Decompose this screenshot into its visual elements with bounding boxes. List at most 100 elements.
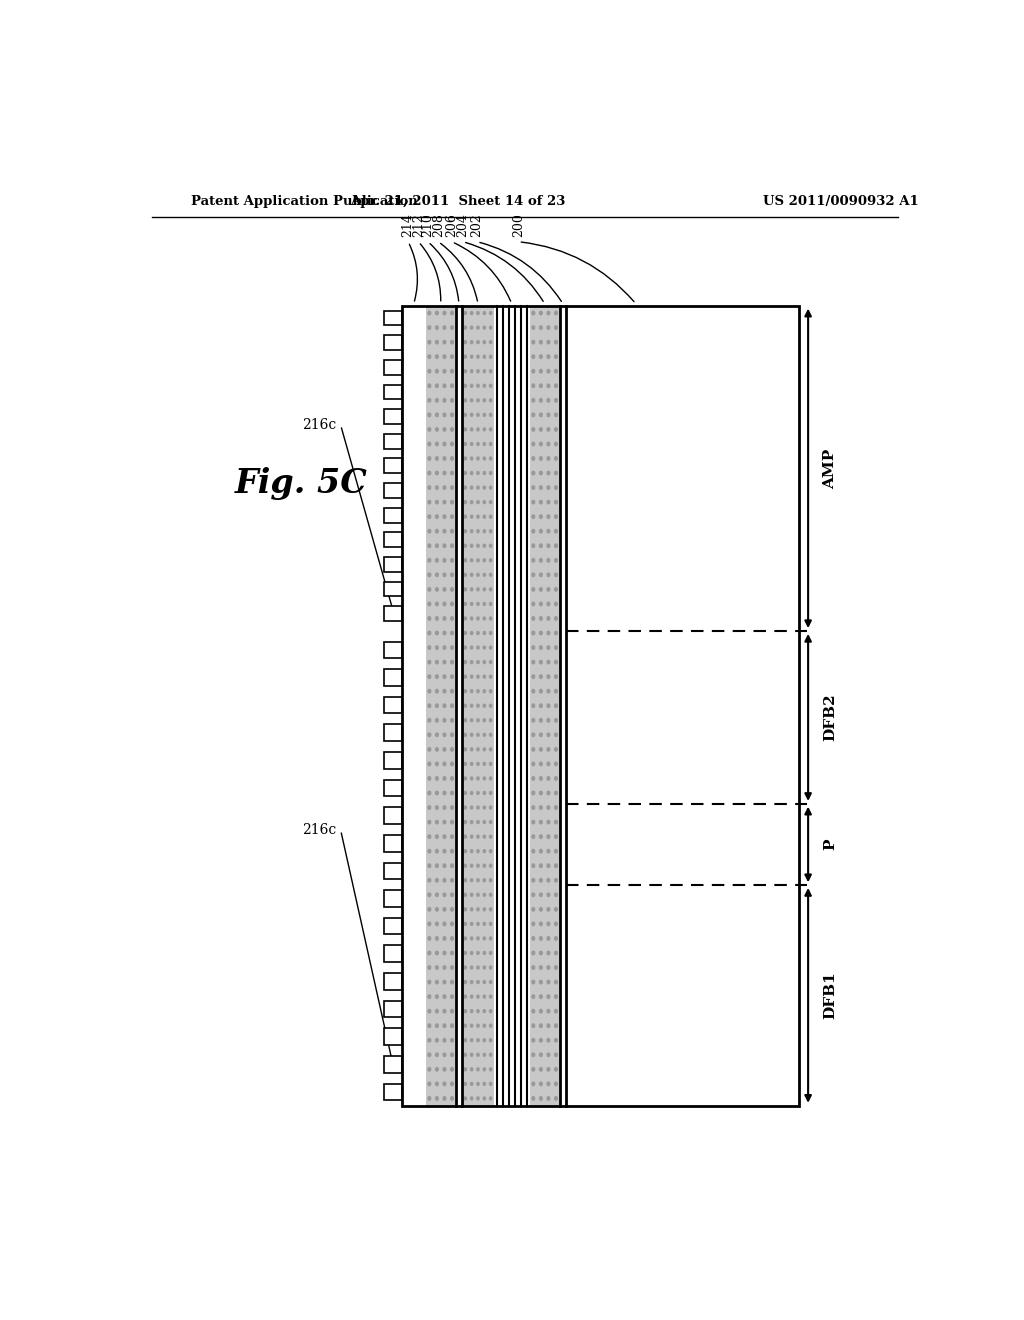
Circle shape (483, 734, 485, 737)
Circle shape (532, 762, 535, 766)
Circle shape (489, 602, 492, 606)
Circle shape (435, 1039, 438, 1041)
Circle shape (532, 718, 535, 722)
Text: 206: 206 (445, 213, 459, 236)
Circle shape (464, 602, 466, 606)
Circle shape (435, 515, 438, 519)
Circle shape (489, 995, 492, 998)
Circle shape (428, 704, 431, 708)
Circle shape (470, 1039, 473, 1041)
Circle shape (464, 894, 466, 896)
Circle shape (470, 894, 473, 896)
Circle shape (555, 776, 557, 780)
Circle shape (547, 515, 550, 519)
Bar (384, 1056, 401, 1073)
Circle shape (532, 1010, 535, 1012)
Circle shape (464, 923, 466, 925)
Circle shape (470, 558, 473, 562)
Circle shape (435, 312, 438, 314)
Circle shape (477, 995, 479, 998)
Circle shape (470, 1024, 473, 1027)
Circle shape (477, 734, 479, 737)
Circle shape (489, 1068, 492, 1071)
Circle shape (547, 675, 550, 678)
Circle shape (435, 995, 438, 998)
Circle shape (443, 952, 445, 954)
Bar (426, 306, 456, 1106)
Circle shape (540, 660, 543, 664)
Circle shape (555, 1097, 557, 1100)
Text: 212: 212 (412, 213, 425, 236)
Circle shape (464, 836, 466, 838)
Circle shape (428, 457, 431, 461)
Circle shape (483, 413, 485, 416)
Circle shape (547, 631, 550, 635)
Text: Fig. 5C: Fig. 5C (236, 467, 368, 500)
Circle shape (470, 442, 473, 445)
Circle shape (547, 529, 550, 533)
Circle shape (489, 777, 492, 780)
Circle shape (451, 908, 454, 911)
Circle shape (477, 384, 479, 387)
Circle shape (470, 966, 473, 969)
Circle shape (483, 616, 485, 620)
Circle shape (547, 660, 550, 664)
Circle shape (451, 1082, 454, 1085)
Circle shape (470, 850, 473, 853)
Circle shape (477, 981, 479, 983)
Circle shape (435, 1097, 438, 1100)
Circle shape (470, 1053, 473, 1056)
Circle shape (464, 748, 466, 751)
Circle shape (555, 558, 557, 562)
Circle shape (428, 894, 431, 896)
Circle shape (483, 748, 485, 751)
Text: DFB2: DFB2 (823, 693, 838, 742)
Circle shape (443, 834, 445, 838)
Circle shape (435, 894, 438, 896)
Circle shape (464, 1039, 466, 1041)
Circle shape (547, 850, 550, 853)
Circle shape (443, 645, 445, 649)
Circle shape (443, 471, 445, 475)
Circle shape (477, 937, 479, 940)
Text: 210: 210 (422, 213, 434, 236)
Circle shape (443, 689, 445, 693)
Circle shape (532, 894, 535, 896)
Circle shape (443, 355, 445, 359)
Circle shape (489, 1024, 492, 1027)
Circle shape (483, 500, 485, 504)
Circle shape (540, 1053, 543, 1056)
Circle shape (464, 355, 466, 358)
Bar (384, 483, 401, 498)
Circle shape (464, 719, 466, 722)
Circle shape (464, 966, 466, 969)
Circle shape (435, 1010, 438, 1012)
Bar (384, 384, 401, 400)
Circle shape (470, 995, 473, 998)
Circle shape (489, 355, 492, 358)
Circle shape (547, 791, 550, 795)
Circle shape (428, 631, 431, 635)
Circle shape (464, 515, 466, 519)
Circle shape (435, 399, 438, 403)
Circle shape (428, 865, 431, 867)
Circle shape (489, 821, 492, 824)
Circle shape (540, 952, 543, 954)
Circle shape (483, 879, 485, 882)
Circle shape (464, 428, 466, 430)
Circle shape (540, 1024, 543, 1027)
Circle shape (547, 923, 550, 925)
Circle shape (464, 500, 466, 504)
Circle shape (532, 1082, 535, 1085)
Circle shape (464, 807, 466, 809)
Circle shape (483, 558, 485, 562)
Circle shape (428, 776, 431, 780)
Circle shape (428, 1010, 431, 1012)
Circle shape (489, 428, 492, 430)
Bar (384, 557, 401, 572)
Circle shape (428, 1024, 431, 1027)
Circle shape (555, 413, 557, 417)
Circle shape (547, 587, 550, 591)
Circle shape (464, 413, 466, 416)
Circle shape (555, 573, 557, 577)
